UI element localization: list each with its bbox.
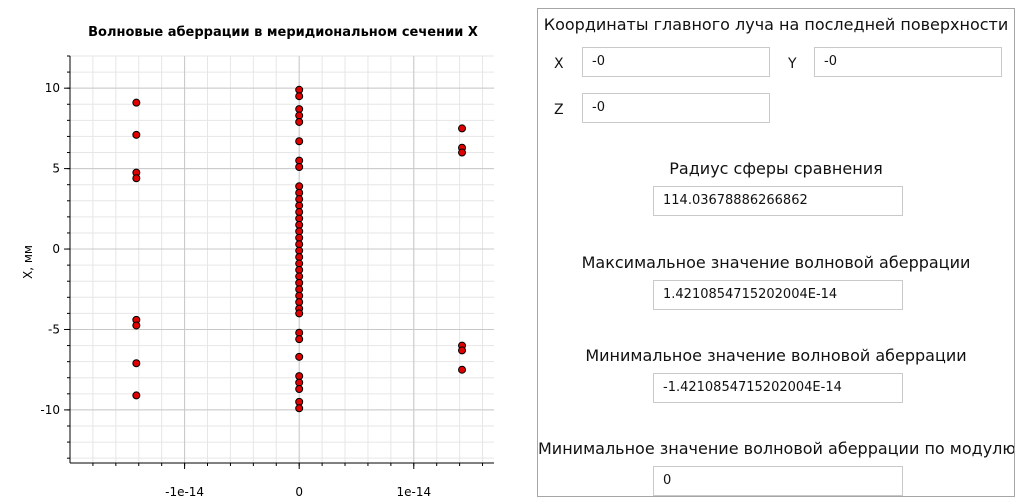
y-axis-label: X, мм (21, 245, 35, 279)
y-tick-label: 10 (45, 81, 60, 95)
min-aberration-field[interactable]: -1.4210854715202004E-14 (653, 373, 903, 403)
min-abs-aberration-title: Минимальное значение волновой аберрации … (538, 439, 1015, 458)
y-tick-label: 0 (52, 242, 60, 256)
chart-svg: Волновые аберрации в меридиональном сече… (21, 25, 494, 499)
data-point (295, 404, 304, 413)
x-tick-label: -1e-14 (165, 485, 204, 499)
data-point (132, 130, 141, 139)
data-point (295, 352, 304, 361)
data-point (132, 359, 141, 368)
info-panel: Координаты главного луча на последней по… (537, 8, 1015, 497)
radius-title: Радиус сферы сравнения (669, 159, 883, 178)
data-point (295, 335, 304, 344)
data-points (132, 85, 467, 413)
grid-major (70, 56, 494, 463)
min-aberration-title: Минимальное значение волновой аберрации (585, 346, 967, 365)
x-tick-labels: -1e-14 0 1e-14 (165, 485, 431, 499)
data-point (132, 391, 141, 400)
aberration-chart: Волновые аберрации в меридиональном сече… (21, 25, 494, 499)
x-tick-label: 1e-14 (396, 485, 431, 499)
y-coord-label: Y (788, 56, 797, 72)
data-point (295, 309, 304, 318)
data-point (458, 124, 467, 133)
min-abs-aberration-field[interactable]: 0 (653, 466, 903, 496)
x-coord-field[interactable]: -0 (582, 47, 770, 77)
x-tick-label: 0 (295, 485, 303, 499)
data-point (295, 385, 304, 393)
max-aberration-field[interactable]: 1.4210854715202004E-14 (653, 280, 903, 310)
data-point (132, 174, 141, 183)
data-point (295, 92, 304, 101)
data-point (132, 98, 141, 107)
y-tick-labels: 10 5 0 -5 -10 (40, 81, 60, 417)
data-point (132, 321, 141, 330)
coords-title: Координаты главного луча на последней по… (543, 15, 1009, 34)
data-point (458, 148, 467, 157)
data-point (295, 117, 304, 126)
z-coord-label: Z (554, 102, 564, 118)
radius-field[interactable]: 114.03678886266862 (653, 186, 903, 216)
y-tick-label: 5 (52, 162, 60, 176)
y-tick-label: -10 (40, 403, 60, 417)
y-tick-label: -5 (48, 322, 60, 336)
max-aberration-title: Максимальное значение волновой аберрации (581, 253, 971, 272)
data-point (458, 346, 467, 355)
data-point (295, 163, 304, 171)
y-coord-field[interactable]: -0 (814, 47, 1002, 77)
data-point (458, 365, 467, 374)
data-point (295, 137, 304, 146)
z-coord-field[interactable]: -0 (582, 93, 770, 123)
chart-title: Волновые аберрации в меридиональном сече… (88, 25, 478, 40)
x-coord-label: X (554, 56, 564, 72)
chart-axes (64, 55, 494, 469)
grid-minor (70, 55, 494, 463)
